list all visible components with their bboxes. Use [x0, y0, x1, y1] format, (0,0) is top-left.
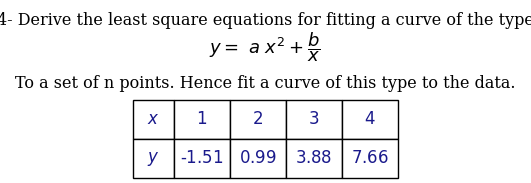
- Bar: [230, 139, 286, 178]
- Text: To a set of n points. Hence fit a curve of this type to the data.: To a set of n points. Hence fit a curve …: [15, 75, 515, 92]
- Bar: [174, 100, 230, 139]
- Bar: [230, 100, 286, 139]
- Text: $\mathit{0.99}$: $\mathit{0.99}$: [239, 150, 277, 167]
- Text: $\mathit{x}$: $\mathit{x}$: [147, 111, 160, 128]
- Bar: [286, 139, 342, 178]
- Bar: [133, 139, 174, 178]
- Text: $\mathit{7.66}$: $\mathit{7.66}$: [351, 150, 389, 167]
- Text: $\mathit{3.88}$: $\mathit{3.88}$: [295, 150, 332, 167]
- Text: $\mathit{3}$: $\mathit{3}$: [309, 111, 320, 128]
- Text: $\mathit{\text{-}1.51}$: $\mathit{\text{-}1.51}$: [180, 150, 224, 167]
- Text: 4- Derive the least square equations for fitting a curve of the type: 4- Derive the least square equations for…: [0, 12, 531, 29]
- Bar: [286, 100, 342, 139]
- Bar: [342, 139, 398, 178]
- Bar: [133, 100, 174, 139]
- Bar: [174, 139, 230, 178]
- Bar: [342, 100, 398, 139]
- Text: $\mathit{y} = \ \mathit{a} \ \mathit{x}^2 + \dfrac{\mathit{b}}{\mathit{x}}$: $\mathit{y} = \ \mathit{a} \ \mathit{x}^…: [209, 30, 321, 64]
- Text: $\mathit{1}$: $\mathit{1}$: [196, 111, 208, 128]
- Text: $\mathit{2}$: $\mathit{2}$: [252, 111, 263, 128]
- Text: $\mathit{y}$: $\mathit{y}$: [147, 150, 160, 167]
- Text: $\mathit{4}$: $\mathit{4}$: [364, 111, 376, 128]
